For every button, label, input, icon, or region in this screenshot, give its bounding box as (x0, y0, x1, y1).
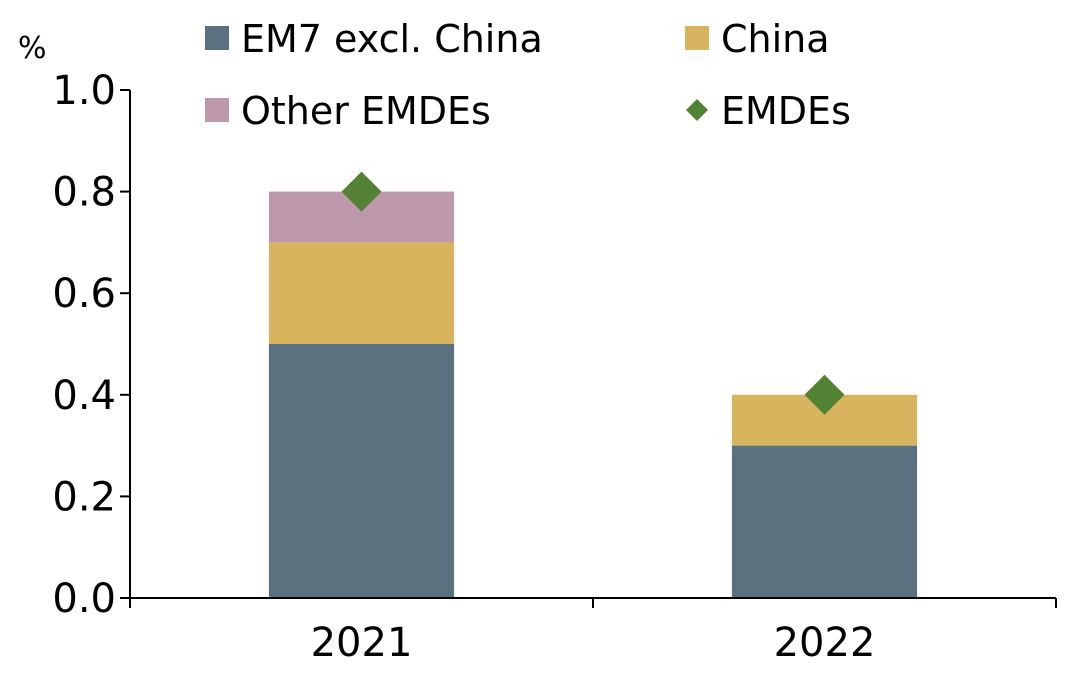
plot-area (268, 171, 918, 598)
bar-segment (731, 445, 918, 598)
y-tick-label: 0.4 (52, 373, 116, 419)
y-axis-unit: % (18, 31, 47, 66)
y-tick-label: 0.8 (52, 170, 116, 216)
x-tick-label: 2021 (311, 620, 413, 666)
x-ticks: 2021 2022 (129, 598, 1057, 666)
bar-segment (268, 242, 455, 344)
legend-swatch (205, 26, 229, 50)
legend-label: EMDEs (721, 89, 851, 133)
legend-label: Other EMDEs (241, 89, 491, 133)
legend-label: EM7 excl. China (241, 17, 543, 61)
y-tick-label: 1.0 (52, 68, 116, 114)
legend-swatch (205, 98, 229, 122)
y-tick-label: 0.0 (52, 576, 116, 622)
legend-label: China (721, 17, 830, 61)
legend: EM7 excl. China China Other EMDEs EMDEs (205, 17, 851, 133)
legend-swatch (686, 99, 708, 121)
legend-item: EM7 excl. China (205, 17, 543, 61)
legend-item: China (685, 17, 830, 61)
y-tick-label: 0.2 (52, 474, 116, 520)
emdes-marker (341, 171, 382, 212)
legend-item: EMDEs (686, 89, 851, 133)
y-ticks: 0.0 0.2 0.4 0.6 0.8 1.0 (52, 68, 130, 622)
legend-swatch (685, 26, 709, 50)
emdes-marker (804, 374, 845, 415)
legend-item: Other EMDEs (205, 89, 491, 133)
y-tick-label: 0.6 (52, 271, 116, 317)
x-tick-label: 2022 (774, 620, 876, 666)
bar-segment (268, 344, 455, 598)
